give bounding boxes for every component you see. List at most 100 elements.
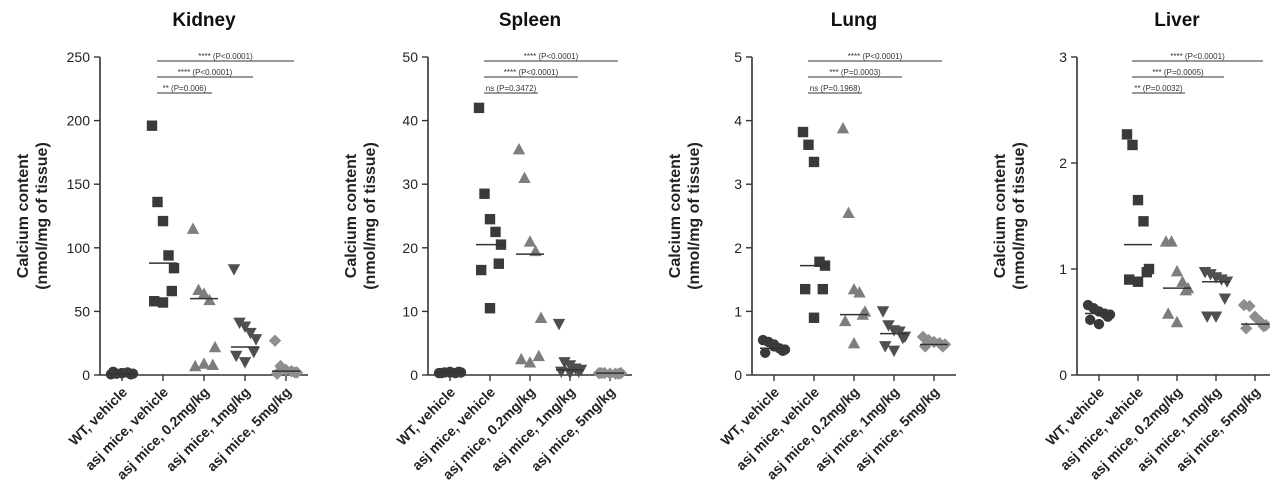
data-point-triangle [836,122,850,134]
y-tick-label: 100 [67,240,91,256]
data-point-triangle [197,357,211,369]
data-point-triangle-down [876,306,890,318]
data-point-square [797,126,809,138]
data-point-triangle [534,311,548,323]
data-point-square [1121,129,1133,140]
data-point-triangle-down [558,357,571,369]
y-tick-label: 2 [734,240,742,256]
significance-label: **** (P<0.0001) [178,68,233,77]
y-axis-label: (nmol/mg of tissue) [362,142,379,290]
data-point-triangle [515,352,528,365]
data-point-triangle-down [238,357,252,369]
data-point-triangle-down [238,321,252,333]
data-point-triangle [847,337,861,349]
chart-title: Liver [1154,10,1200,31]
data-point-triangle-down [247,346,260,359]
chart-panel-kidney: Kidney Calcium content (nmol/mg of tissue)… [15,10,308,483]
data-point-square [146,120,158,131]
data-point-square [800,283,811,295]
data-point-square [157,215,169,227]
data-point-square [149,296,160,307]
data-point-square [166,285,177,297]
data-point-circle [777,345,788,357]
data-point-triangle [1176,275,1189,287]
data-point-triangle-down [233,317,246,330]
data-point-triangle [203,293,216,306]
y-tick-label: 3 [1059,49,1067,65]
data-point-triangle-down [244,327,257,340]
data-point-triangle-down [1204,269,1217,281]
y-tick-label: 250 [67,49,91,65]
data-point-triangle-down [887,345,901,358]
data-point-triangle-down [1201,311,1214,323]
data-point-square [814,256,825,267]
significance-label: ** (P=0.0032) [1134,84,1183,93]
data-point-square [490,226,501,238]
y-axis-label: (nmol/mg of tissue) [686,142,703,290]
data-point-triangle [532,349,545,362]
data-point-diamond [1240,322,1253,335]
data-point-square [1132,276,1144,287]
data-point-circle [1085,314,1096,326]
data-point-triangle-down [230,350,243,363]
y-axis-label: Calcium content [15,153,32,278]
y-tick-label: 2 [1059,155,1067,171]
y-tick-label: 0 [82,367,90,383]
y-tick-label: 200 [67,113,91,129]
data-point-triangle [186,222,200,234]
data-point-circle [768,339,780,350]
data-point-triangle-down [1209,311,1223,323]
chart-title: Spleen [499,10,561,31]
data-point-square [168,262,180,274]
significance-label: *** (P=0.0005) [1152,68,1204,77]
data-point-square [1132,194,1144,206]
data-point-triangle [206,358,219,371]
data-point-square [476,264,487,276]
data-point-square [157,297,169,308]
data-point-square [1127,139,1138,151]
chart-panel-liver: Liver Calcium content (nmol/mg of tissue) 0… [992,10,1270,483]
data-point-square [479,188,490,199]
data-point-triangle-down [249,334,263,346]
y-tick-label: 3 [734,176,742,192]
data-point-diamond [936,340,949,353]
y-tick-label: 1 [1059,261,1067,277]
data-point-triangle [1165,235,1178,247]
data-point-triangle [1170,315,1184,328]
significance-label: ns (P=0.1968) [810,84,861,93]
data-point-square [1141,266,1152,278]
significance-label: ** (P=0.006) [163,84,207,93]
y-tick-label: 50 [402,49,418,65]
data-point-triangle [529,244,542,257]
data-point-diamond [1257,320,1270,333]
data-point-square [808,312,820,323]
data-point-square [808,156,820,168]
y-axis-label: (nmol/mg of tissue) [34,142,51,290]
y-tick-label: 0 [734,367,742,383]
data-point-triangle-down [227,264,241,276]
data-point-triangle-down [879,341,892,353]
significance-label: **** (P<0.0001) [848,52,903,61]
data-point-square [152,196,163,208]
data-point-square [817,283,828,295]
chart-title: Lung [831,10,877,31]
data-point-triangle-down [552,318,566,331]
data-point-triangle [523,356,537,368]
data-point-triangle [512,143,526,155]
y-axis-label: (nmol/mg of tissue) [1011,142,1028,290]
data-point-triangle [853,286,866,298]
chart-panel-spleen: Spleen Calcium content (nmol/mg of tissue)… [343,10,632,483]
significance-label: **** (P<0.0001) [504,68,559,77]
data-point-circle [1093,318,1105,330]
data-point-triangle-down [563,360,577,372]
data-point-square [484,213,496,225]
data-point-square [1138,216,1149,227]
data-point-square [1124,274,1135,285]
data-point-diamond [919,340,932,353]
y-tick-label: 50 [74,303,90,319]
data-point-square [484,303,496,314]
y-tick-label: 0 [410,367,418,383]
y-tick-label: 40 [402,113,418,129]
y-tick-label: 20 [402,240,418,256]
